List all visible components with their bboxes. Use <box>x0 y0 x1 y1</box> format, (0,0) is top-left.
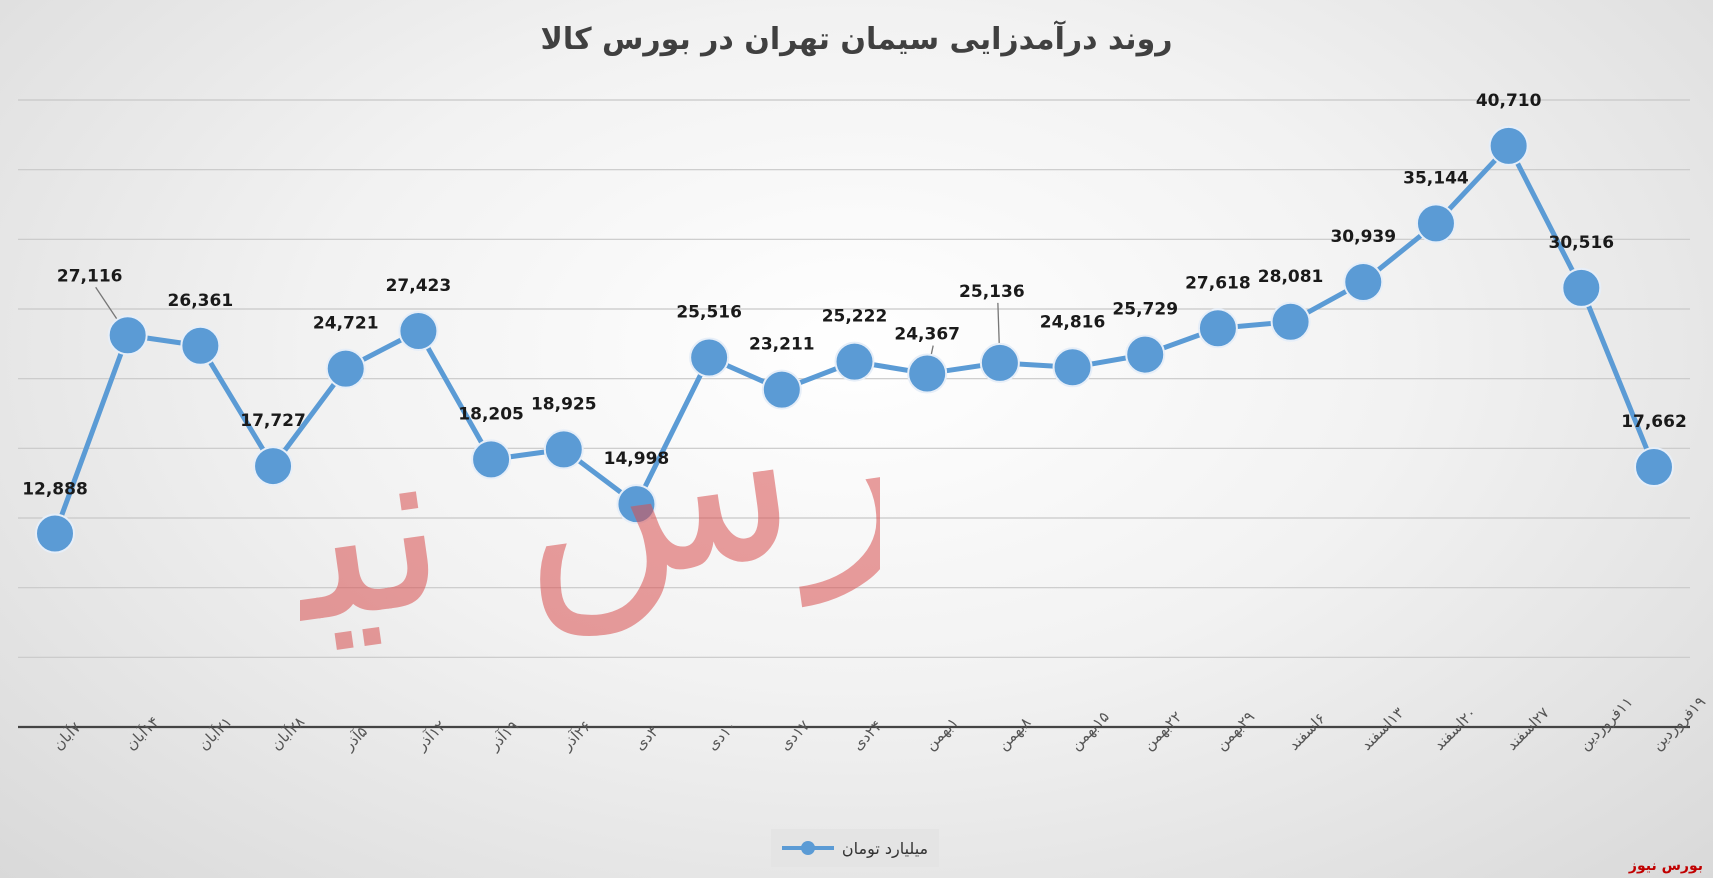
data-label: 24,367 <box>894 325 960 345</box>
data-label: 25,516 <box>676 303 742 323</box>
data-point <box>979 342 1020 383</box>
series-line <box>52 143 1657 536</box>
legend-label: میلیارد تومان <box>841 838 929 858</box>
data-point <box>471 439 512 480</box>
data-label: 23,211 <box>749 335 815 355</box>
data-label: 18,925 <box>531 394 597 414</box>
data-label: 26,361 <box>168 291 234 311</box>
data-point <box>180 325 221 366</box>
data-label: 30,939 <box>1330 227 1396 247</box>
data-point <box>907 353 948 394</box>
x-tick-label: ۲۲بهمن <box>1139 708 1185 754</box>
data-point <box>689 337 730 378</box>
data-label: 17,662 <box>1621 412 1687 432</box>
data-point <box>616 484 657 525</box>
data-point <box>253 446 294 487</box>
x-tick-label: ۲۴دی <box>849 717 886 754</box>
data-label: 25,222 <box>822 307 888 327</box>
x-tick-label: ۷آبان <box>49 718 84 753</box>
data-label: 40,710 <box>1476 91 1542 111</box>
data-label: 17,727 <box>240 411 306 431</box>
data-point <box>834 341 875 382</box>
data-point <box>325 348 366 389</box>
x-tick-label: ۱۷دی <box>776 717 813 754</box>
data-label: 27,423 <box>386 276 452 296</box>
data-label: 24,816 <box>1040 312 1106 332</box>
x-tick-label: ۱بهمن <box>921 713 961 753</box>
data-point <box>1488 125 1529 166</box>
series-line-group: 12,888 27,116 26,361 17,727 24,721 27,423 18,2… <box>22 91 1687 554</box>
x-tick-label: ۲۰اسفند <box>1430 704 1480 754</box>
gridlines <box>18 99 1690 729</box>
x-tick-label: ۱۰دی <box>703 717 740 754</box>
x-tick-label: ۲۷اسفند <box>1503 704 1553 754</box>
data-point <box>761 369 802 410</box>
x-tick-label: ۱۳اسفند <box>1357 704 1407 754</box>
data-point <box>35 513 75 554</box>
data-label: 14,998 <box>604 449 670 469</box>
x-tick-label: ۱۹فروردین <box>1648 693 1709 754</box>
legend-swatch-icon <box>781 841 834 855</box>
x-tick-label: ۱۲آذر <box>412 717 450 755</box>
x-tick-label: ۱۱فروردین <box>1575 693 1636 754</box>
data-label: 25,136 <box>959 282 1025 302</box>
x-tick-label: ۶اسفند <box>1285 709 1329 753</box>
data-label: 28,081 <box>1258 267 1324 287</box>
data-label: 27,618 <box>1185 273 1251 293</box>
legend: میلیارد تومان <box>771 829 939 867</box>
data-label: 12,888 <box>22 479 88 499</box>
x-tick-label: ۲۱آبان <box>194 713 235 754</box>
x-tick-label: ۲۸آبان <box>267 713 308 754</box>
data-point <box>398 310 439 351</box>
data-point <box>107 315 148 356</box>
x-tick-label: ۱۵بهمن <box>1067 708 1113 754</box>
data-label: 18,205 <box>458 404 524 424</box>
data-point <box>1125 334 1166 375</box>
data-point <box>543 429 584 470</box>
data-point <box>1561 267 1602 308</box>
data-label: 30,516 <box>1549 233 1615 253</box>
x-tick-label: ۱۴آبان <box>122 713 163 754</box>
data-label: 27,116 <box>57 266 123 286</box>
data-label: 25,729 <box>1112 300 1178 320</box>
data-point <box>1634 446 1674 487</box>
data-point <box>1415 203 1456 244</box>
data-point <box>1343 261 1384 302</box>
x-tick-label: ۱۹آذر <box>484 717 522 755</box>
source-tag: بورس نیوز <box>1628 858 1703 874</box>
data-point <box>1270 301 1311 342</box>
data-point <box>1052 347 1093 388</box>
x-tick-label: ۲۹بهمن <box>1212 708 1258 754</box>
data-point <box>1197 308 1238 349</box>
data-label: 24,721 <box>313 314 379 334</box>
x-tick-label: ۸بهمن <box>994 713 1034 753</box>
chart-title: روند درآمدزایی سیمان تهران در بورس کالا <box>540 22 1173 57</box>
data-label: 35,144 <box>1403 168 1469 188</box>
x-tick-label: ۲۶آذر <box>557 717 595 755</box>
